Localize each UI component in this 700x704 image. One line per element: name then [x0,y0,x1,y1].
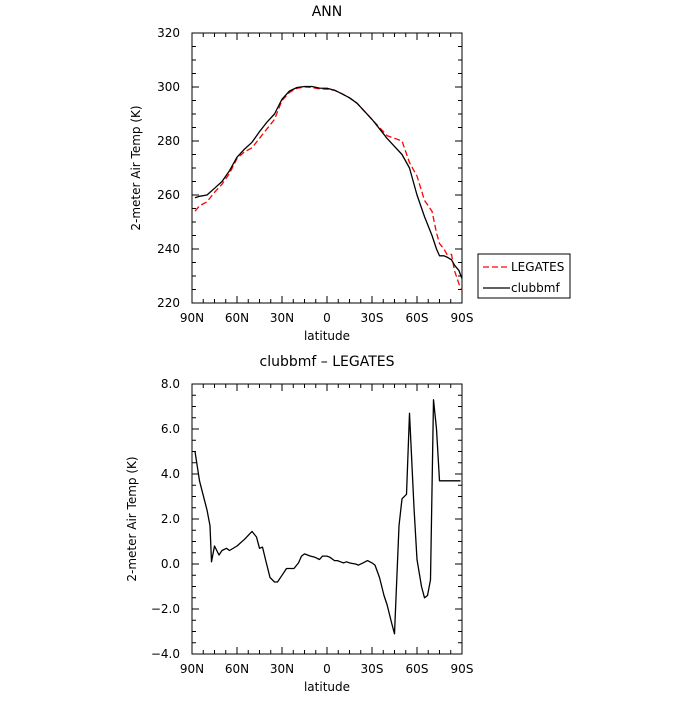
y-axis-label: 2-meter Air Temp (K) [129,105,143,230]
plot-frame [191,383,463,655]
series-line-difference [194,399,461,635]
y-tick-label: −4.0 [151,647,180,661]
series-line-legates [194,86,463,290]
x-tick-label: 0 [323,311,331,325]
y-tick-label: 280 [157,134,180,148]
legend-label: clubbmf [511,281,560,295]
x-tick-label: 30N [270,662,294,676]
chart-panel-2: 90N 60N 30N 0 30S 60S 90S −4.0 −2.0 0.0 2.0 4.0 6.0 8… [125,354,473,694]
x-tick-label: 30S [361,662,384,676]
y-tick-label: 320 [157,26,180,40]
y-axis-label: 2-meter Air Temp (K) [125,456,139,581]
x-tick-label: 60S [406,662,429,676]
chart-panel-1: 90N 60N 30N 0 30S 60S 90S 220 240 260 280 300 320 ANN… [129,4,473,343]
y-tick-label: 4.0 [161,467,180,481]
x-tick-label: 30S [361,311,384,325]
x-tick-label: 90N [180,311,204,325]
y-tick-label: 8.0 [161,377,180,391]
y-tick-label: 260 [157,188,180,202]
y-tick-label: 2.0 [161,512,180,526]
legend-box [477,253,571,299]
y-tick-label: 6.0 [161,422,180,436]
x-tick-label: 60N [225,311,249,325]
x-tick-label: 90S [451,311,474,325]
x-tick-label: 30N [270,311,294,325]
legend-label: LEGATES [511,260,564,274]
y-tick-label: 0.0 [161,557,180,571]
y-tick-label: −2.0 [151,602,180,616]
x-tick-label: 90N [180,662,204,676]
legend: LEGATES clubbmf [477,253,571,299]
y-tick-label: 220 [157,296,180,310]
x-axis-label: latitude [304,329,350,343]
y-tick-label: 300 [157,80,180,94]
y-tick-label: 240 [157,242,180,256]
x-tick-label: 0 [323,662,331,676]
chart-title: ANN [312,4,343,20]
x-tick-label: 60N [225,662,249,676]
x-tick-label: 90S [451,662,474,676]
x-axis-label: latitude [304,680,350,694]
x-tick-label: 60S [406,311,429,325]
chart-title: clubbmf – LEGATES [260,354,395,370]
series-line-clubbmf [194,85,463,279]
